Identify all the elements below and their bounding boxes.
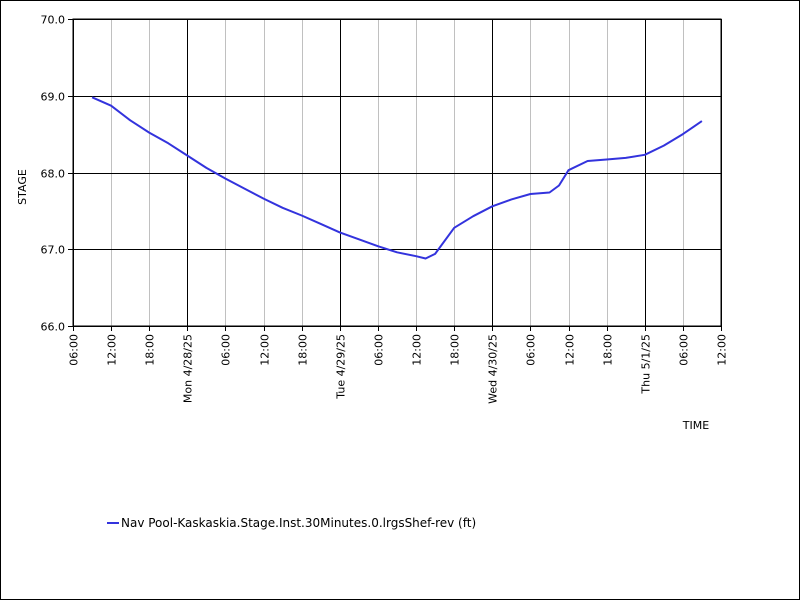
x-tick-label: 06:00 — [525, 334, 538, 366]
x-tick-label: 12:00 — [716, 334, 729, 366]
y-tick-label: 66.0 — [41, 321, 66, 334]
x-tick-label: 06:00 — [220, 334, 233, 366]
series-line-0 — [91, 96, 703, 260]
series-layer — [91, 96, 703, 260]
x-tick-label: 18:00 — [144, 334, 157, 366]
x-tick-label: 18:00 — [297, 334, 310, 366]
legend: Nav Pool-Kaskaskia.Stage.Inst.30Minutes.… — [107, 516, 476, 530]
x-tick-label: 12:00 — [564, 334, 577, 366]
x-tick-label: 18:00 — [449, 334, 462, 366]
y-axis-tick-labels: 66.0 67.0 68.0 69.0 70.0 — [41, 14, 66, 334]
legend-entry-label: Nav Pool-Kaskaskia.Stage.Inst.30Minutes.… — [121, 516, 476, 530]
x-tick-label: 12:00 — [259, 334, 272, 366]
y-tick-label: 69.0 — [41, 91, 66, 104]
plot-border — [72, 18, 722, 327]
x-tick-label: 06:00 — [678, 334, 691, 366]
x-tick-label: 12:00 — [411, 334, 424, 366]
x-tick-label: 06:00 — [68, 334, 81, 366]
x-tick-label: Tue 4/29/25 — [335, 334, 348, 400]
x-tick-label: Mon 4/28/25 — [182, 334, 195, 403]
x-tick-label: 06:00 — [373, 334, 386, 366]
x-tick-label: 12:00 — [106, 334, 119, 366]
grid — [68, 19, 722, 331]
y-tick-label: 67.0 — [41, 244, 66, 257]
x-axis-tick-labels: 06:00 12:00 18:00 Mon 4/28/25 06:00 12:00 18:0… — [68, 334, 729, 404]
x-tick-label: Wed 4/30/25 — [487, 334, 500, 404]
y-tick-label: 70.0 — [41, 14, 66, 27]
x-tick-label: 18:00 — [602, 334, 615, 366]
x-tick-label: Thu 5/1/25 — [640, 334, 653, 395]
x-axis-title: TIME — [682, 419, 709, 432]
y-tick-label: 68.0 — [41, 168, 66, 181]
y-axis-title: STAGE — [16, 169, 29, 205]
